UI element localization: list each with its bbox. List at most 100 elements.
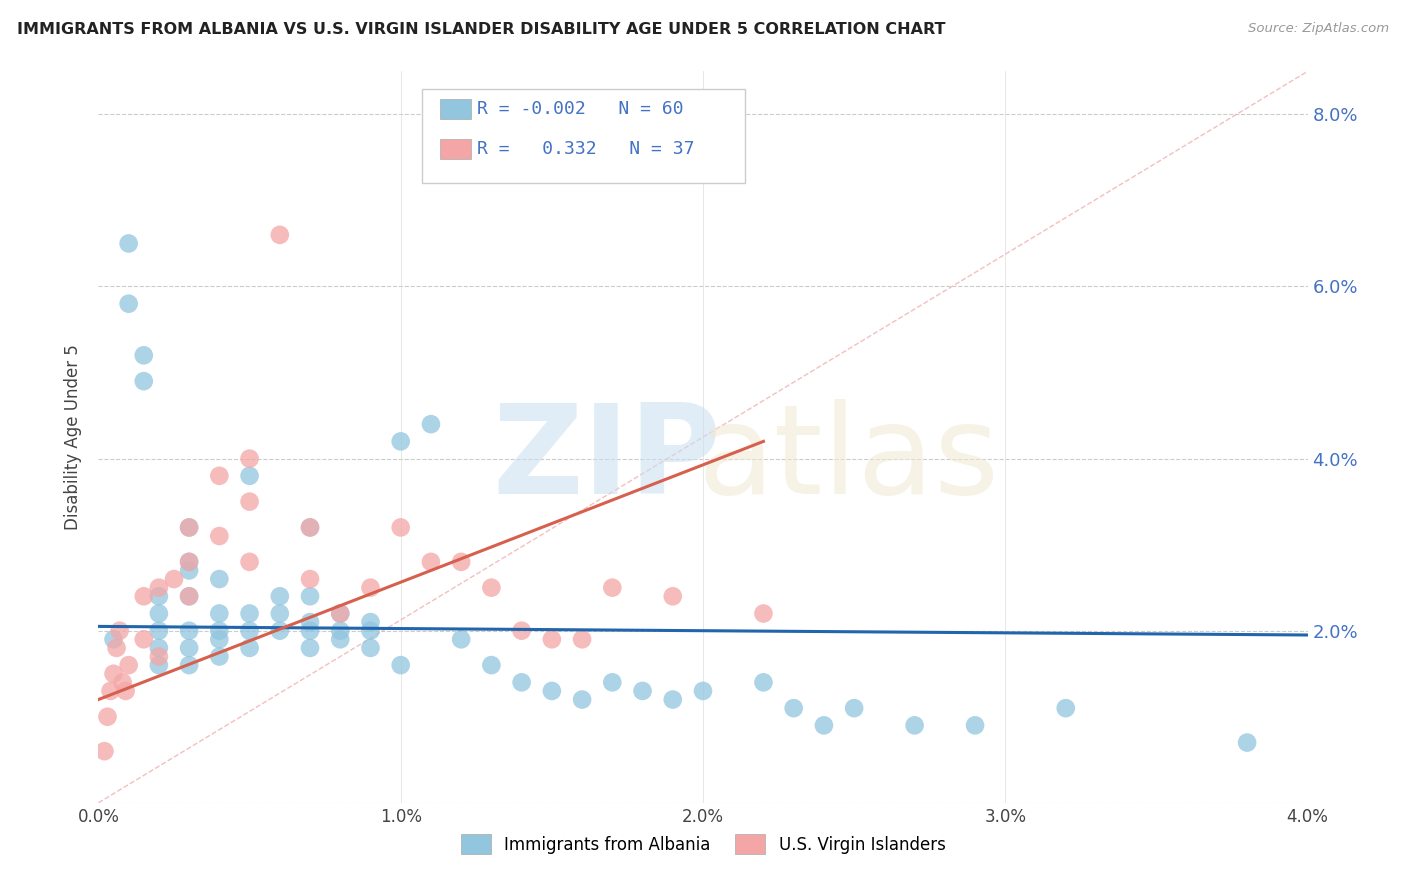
Y-axis label: Disability Age Under 5: Disability Age Under 5	[65, 344, 83, 530]
Point	[148, 649, 170, 664]
Point	[103, 666, 125, 681]
Point	[239, 468, 262, 483]
Point	[179, 555, 201, 569]
Point	[661, 589, 683, 603]
Point	[179, 520, 201, 534]
Point	[844, 701, 866, 715]
Point	[93, 744, 115, 758]
Point	[299, 615, 322, 629]
Point	[148, 589, 170, 603]
Point	[163, 572, 186, 586]
Point	[239, 607, 262, 621]
Point	[450, 632, 472, 647]
Text: IMMIGRANTS FROM ALBANIA VS U.S. VIRGIN ISLANDER DISABILITY AGE UNDER 5 CORRELATI: IMMIGRANTS FROM ALBANIA VS U.S. VIRGIN I…	[17, 22, 945, 37]
Point	[752, 675, 775, 690]
Point	[118, 296, 141, 310]
Point	[299, 589, 322, 603]
Point	[360, 640, 382, 655]
Point	[179, 640, 201, 655]
Point	[103, 632, 125, 647]
Point	[602, 675, 624, 690]
Point	[132, 374, 155, 388]
Point	[208, 649, 231, 664]
Point	[510, 675, 533, 690]
Point	[208, 572, 231, 586]
Point	[239, 451, 262, 466]
Point	[148, 607, 170, 621]
Point	[540, 632, 562, 647]
Point	[179, 555, 201, 569]
Point	[269, 607, 291, 621]
Legend: Immigrants from Albania, U.S. Virgin Islanders: Immigrants from Albania, U.S. Virgin Isl…	[454, 828, 952, 860]
Point	[299, 640, 322, 655]
Point	[132, 589, 155, 603]
Point	[118, 236, 141, 251]
Text: ZIP: ZIP	[492, 399, 721, 519]
Point	[360, 624, 382, 638]
Point	[389, 520, 412, 534]
Point	[179, 624, 201, 638]
Point	[105, 640, 128, 655]
Point	[179, 658, 201, 673]
Text: atlas: atlas	[697, 399, 1000, 519]
Point	[783, 701, 806, 715]
Point	[329, 607, 352, 621]
Point	[208, 529, 231, 543]
Point	[661, 692, 683, 706]
Point	[299, 572, 322, 586]
Point	[269, 624, 291, 638]
Point	[1236, 735, 1258, 749]
Point	[179, 589, 201, 603]
Point	[329, 607, 352, 621]
Point	[540, 684, 562, 698]
Point	[208, 632, 231, 647]
Point	[179, 520, 201, 534]
Point	[450, 555, 472, 569]
Point	[571, 692, 593, 706]
Point	[148, 658, 170, 673]
Text: Source: ZipAtlas.com: Source: ZipAtlas.com	[1249, 22, 1389, 36]
Point	[179, 564, 201, 578]
Point	[329, 632, 352, 647]
Point	[299, 624, 322, 638]
Point	[100, 684, 122, 698]
Point	[752, 607, 775, 621]
Point	[360, 615, 382, 629]
Point	[132, 632, 155, 647]
Point	[239, 494, 262, 508]
Point	[420, 417, 443, 432]
Point	[299, 520, 322, 534]
Point	[360, 581, 382, 595]
Point	[510, 624, 533, 638]
Text: R =   0.332   N = 37: R = 0.332 N = 37	[477, 140, 695, 158]
Point	[965, 718, 987, 732]
Text: R = -0.002   N = 60: R = -0.002 N = 60	[477, 100, 683, 118]
Point	[1054, 701, 1077, 715]
Point	[108, 624, 131, 638]
Point	[602, 581, 624, 595]
Point	[571, 632, 593, 647]
Point	[148, 624, 170, 638]
Point	[132, 348, 155, 362]
Point	[692, 684, 714, 698]
Point	[96, 710, 118, 724]
Point	[118, 658, 141, 673]
Point	[420, 555, 443, 569]
Point	[481, 658, 503, 673]
Point	[299, 520, 322, 534]
Point	[114, 684, 136, 698]
Point	[389, 658, 412, 673]
Point	[148, 581, 170, 595]
Point	[481, 581, 503, 595]
Point	[389, 434, 412, 449]
Point	[904, 718, 927, 732]
Point	[813, 718, 835, 732]
Point	[239, 624, 262, 638]
Point	[148, 640, 170, 655]
Point	[631, 684, 654, 698]
Point	[239, 555, 262, 569]
Point	[179, 589, 201, 603]
Point	[269, 227, 291, 242]
Point	[239, 640, 262, 655]
Point	[208, 607, 231, 621]
